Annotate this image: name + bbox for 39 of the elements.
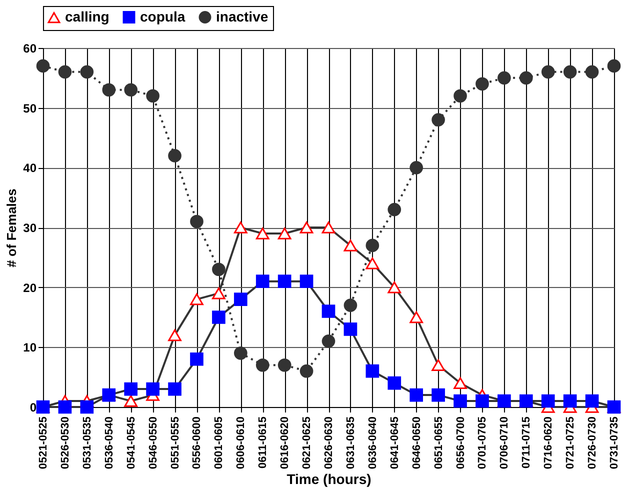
x-tick-label: 0601-0605 xyxy=(213,416,226,470)
x-tick-label: 0526-0530 xyxy=(59,416,72,470)
y-tick-label: 30 xyxy=(23,221,37,235)
x-tick-label: 0541-0545 xyxy=(125,416,138,470)
x-axis-title: Time (hours) xyxy=(286,471,372,488)
y-axis-title: # of Females xyxy=(4,188,20,268)
x-tick-label: 0726-0730 xyxy=(586,416,599,470)
x-tick-label: 0616-0620 xyxy=(279,416,292,470)
x-tick-label: 0711-0715 xyxy=(520,416,533,468)
x-tick-label: 0646-0650 xyxy=(410,416,423,470)
x-tick-label: 0656-0700 xyxy=(454,416,467,470)
x-tick-label: 0531-0535 xyxy=(81,416,94,470)
x-tick-label: 0611-0615 xyxy=(257,416,270,468)
x-tick-label: 0701-0705 xyxy=(476,416,489,470)
y-tick-label: 50 xyxy=(23,101,37,116)
x-tick-label: 0536-0540 xyxy=(103,416,116,470)
x-tick-label: 0706-0710 xyxy=(498,416,511,470)
y-tick-label: 60 xyxy=(23,42,37,56)
x-tick-label: 0606-0610 xyxy=(235,416,248,470)
x-tick-label: 0731-0735 xyxy=(608,416,620,470)
x-tick-label: 0636-0640 xyxy=(366,416,379,470)
x-tick-label: 0641-0645 xyxy=(388,416,401,470)
x-tick-label: 0556-0600 xyxy=(191,416,204,470)
x-tick-label: 0546-0550 xyxy=(147,416,160,470)
x-tick-label: 0716-0620 xyxy=(542,416,555,470)
x-tick-label: 0626-0630 xyxy=(323,416,335,470)
x-tick-label: 0621-0625 xyxy=(301,416,314,470)
x-tick-label: 0721-0725 xyxy=(564,416,577,470)
x-tick-label: 0521-0525 xyxy=(38,416,50,470)
x-tick-label: 0631-0635 xyxy=(344,416,357,470)
x-tick-label: 0651-0655 xyxy=(432,416,445,470)
y-tick-label: 40 xyxy=(23,161,37,176)
legend-label: calling xyxy=(65,8,110,25)
y-tick-label: 0 xyxy=(30,400,37,414)
y-tick-label: 20 xyxy=(23,280,37,295)
legend-label: inactive xyxy=(216,8,268,24)
x-tick-label: 0551-0555 xyxy=(169,416,182,470)
y-tick-label: 10 xyxy=(23,340,37,355)
legend-label: copula xyxy=(140,8,186,24)
